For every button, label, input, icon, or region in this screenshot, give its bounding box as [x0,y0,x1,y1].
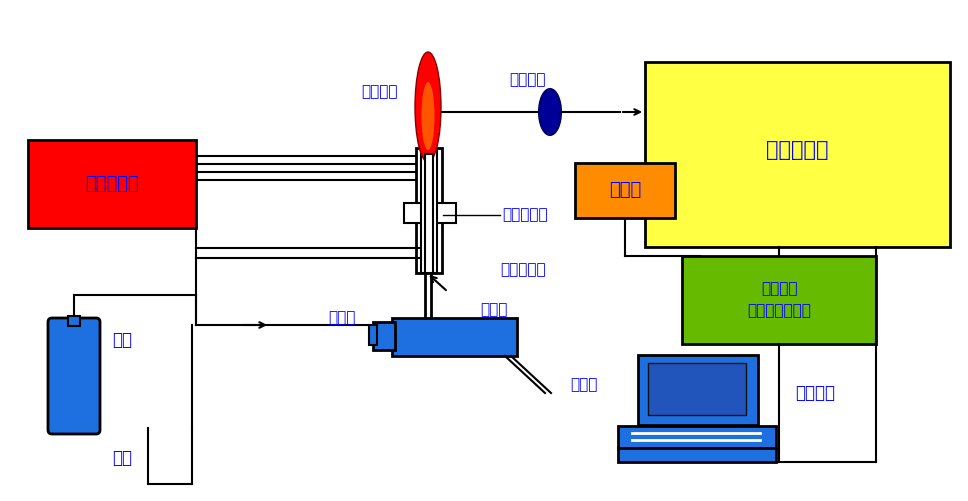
Bar [392,318,517,356]
Text: 等离子炬: 等离子炬 [361,85,398,100]
Ellipse shape [415,52,441,162]
Bar [425,154,433,273]
FancyBboxPatch shape [48,318,100,434]
Bar [638,355,758,425]
Text: 检测器: 检测器 [609,181,641,199]
Text: 样品喷射管: 样品喷射管 [500,263,546,278]
Ellipse shape [421,82,435,150]
Text: 雾化器: 雾化器 [328,311,356,326]
Bar [618,448,776,462]
Text: 雾化室: 雾化室 [480,303,507,318]
Bar [68,316,80,326]
Bar [575,163,675,218]
Text: 微处理器
和电子控制系统: 微处理器 和电子控制系统 [747,282,811,319]
Text: 数据系统: 数据系统 [795,384,835,402]
Bar [28,140,196,228]
Text: 高频发生器: 高频发生器 [85,175,138,193]
Text: 光谱仪系统: 光谱仪系统 [766,140,829,160]
Ellipse shape [539,89,561,135]
Bar [618,426,776,448]
Bar [404,203,456,223]
Bar [682,256,876,344]
Text: 氩气: 氩气 [112,331,132,349]
Text: 光学传递: 光学传递 [509,73,545,88]
Bar [648,363,746,415]
Bar [645,62,950,247]
Bar [421,151,437,273]
Text: 等离子炬管: 等离子炬管 [502,207,548,222]
Text: 样品: 样品 [112,449,132,467]
Bar [373,322,395,350]
Bar [369,325,377,345]
Text: 废液口: 废液口 [570,377,597,392]
Bar [416,148,442,273]
